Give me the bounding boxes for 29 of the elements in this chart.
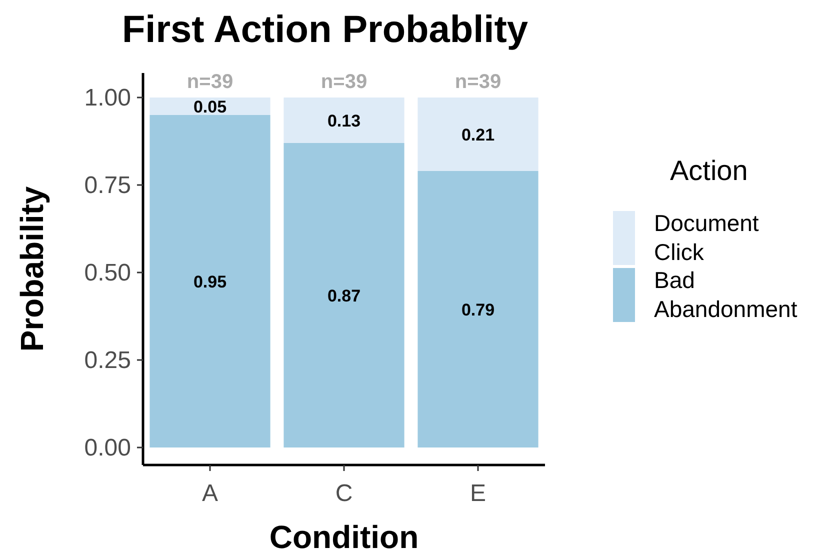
bar [150, 98, 270, 115]
data-label: 0.05 [193, 97, 227, 116]
y-tick-label: 1.00 [84, 84, 131, 112]
x-axis-title: Condition [269, 519, 419, 555]
annotation: n=39 [454, 71, 502, 93]
data-label: 0.13 [327, 111, 361, 130]
legend-label: Bad Abandonment [654, 267, 798, 322]
y-tick-label: 0.75 [84, 172, 131, 199]
y-tick-label: 0.00 [84, 434, 131, 462]
annotation: n=39 [320, 71, 368, 93]
y-axis-title: Probability [14, 186, 50, 352]
chart-title: First Action Probablity [122, 9, 528, 51]
x-tick-label: A [202, 480, 218, 507]
y-tick-label: 0.25 [84, 347, 131, 374]
bar [284, 98, 404, 143]
data-label: 0.79 [461, 300, 495, 320]
x-tick-label: E [470, 480, 486, 507]
data-label: 0.95 [193, 272, 227, 292]
annotation: n=39 [186, 71, 234, 93]
x-tick-label: C [335, 480, 353, 507]
bar [418, 98, 538, 171]
bar [284, 143, 404, 448]
y-tick-label: 0.50 [84, 260, 131, 286]
bar [150, 115, 270, 448]
bar [418, 171, 538, 448]
legend-title: Action [670, 155, 748, 186]
data-label: 0.21 [461, 125, 495, 144]
data-label: 0.87 [327, 286, 361, 306]
legend-label: Document Click [654, 210, 760, 265]
